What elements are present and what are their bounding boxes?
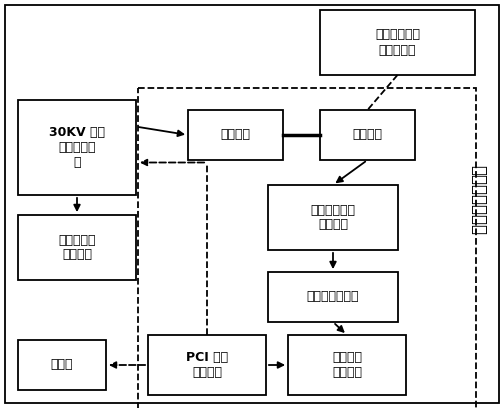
Bar bbox=[138, 88, 476, 408]
Bar bbox=[268, 272, 398, 322]
Bar bbox=[18, 215, 136, 280]
Text: PCI 远程
控制装置: PCI 远程 控制装置 bbox=[186, 351, 228, 379]
Text: 信号采集子系统: 信号采集子系统 bbox=[469, 165, 487, 235]
Bar bbox=[18, 340, 106, 390]
Bar bbox=[268, 185, 398, 250]
Text: 高稳定度高压
分压装置: 高稳定度高压 分压装置 bbox=[310, 204, 355, 231]
Text: 30KV 程控
高压直流电
源: 30KV 程控 高压直流电 源 bbox=[49, 126, 105, 169]
Text: 试品电缆: 试品电缆 bbox=[352, 129, 383, 142]
Text: 空心电感: 空心电感 bbox=[221, 129, 250, 142]
Text: 小信号耦合装置: 小信号耦合装置 bbox=[307, 290, 359, 304]
Text: 多点信号
采集装置: 多点信号 采集装置 bbox=[332, 351, 362, 379]
Bar bbox=[148, 335, 266, 395]
Bar bbox=[320, 10, 475, 75]
Bar bbox=[288, 335, 406, 395]
Text: 上位机: 上位机 bbox=[51, 359, 73, 372]
Text: 无局放高压
电子开关: 无局放高压 电子开关 bbox=[58, 233, 96, 262]
Bar bbox=[320, 110, 415, 160]
Text: 程控宽程局部
放电校准仪: 程控宽程局部 放电校准仪 bbox=[375, 29, 420, 56]
Bar bbox=[18, 100, 136, 195]
Bar bbox=[188, 110, 283, 160]
